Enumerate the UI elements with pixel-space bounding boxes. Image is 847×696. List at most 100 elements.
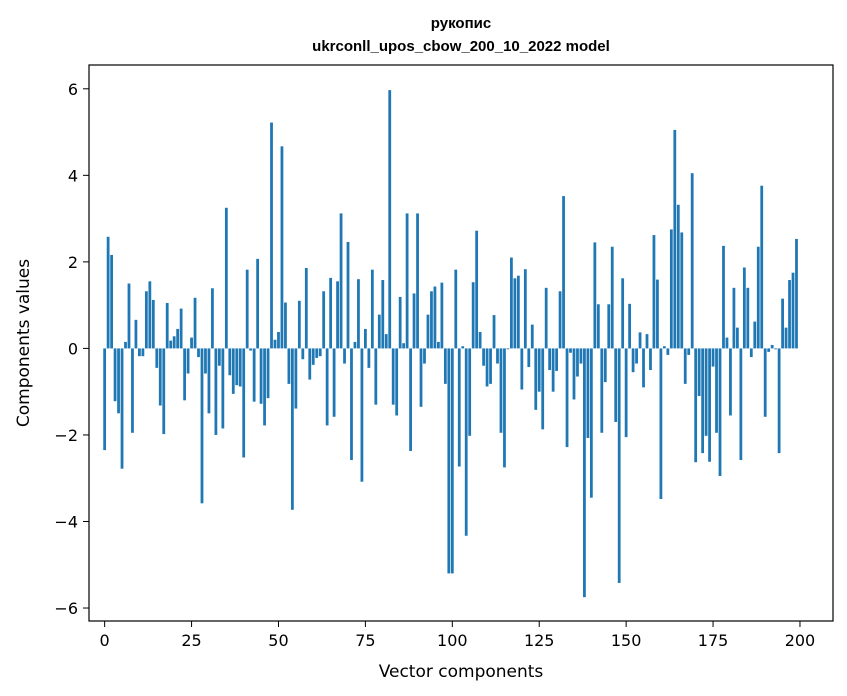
bar <box>412 293 416 349</box>
bar <box>367 348 371 368</box>
x-tick-label: 150 <box>611 631 642 650</box>
bar <box>221 348 225 429</box>
bar <box>673 129 677 349</box>
bar <box>736 327 739 349</box>
y-tick-label: 0 <box>68 339 78 358</box>
bar <box>242 348 246 458</box>
bar <box>141 348 145 357</box>
bar <box>649 348 652 371</box>
x-tick-label: 200 <box>785 631 816 650</box>
bar <box>548 348 552 371</box>
bar <box>183 348 186 401</box>
bar <box>294 348 298 409</box>
bar <box>788 280 791 349</box>
x-axis-label: Vector components <box>379 662 544 682</box>
bar <box>277 331 280 349</box>
bar <box>259 348 263 404</box>
bar <box>339 213 343 349</box>
bar <box>621 278 625 349</box>
bar <box>781 298 784 349</box>
bar <box>318 348 322 357</box>
bar <box>774 348 778 350</box>
bar <box>510 257 513 349</box>
bar <box>610 246 614 349</box>
bar <box>110 254 113 349</box>
bar <box>464 348 468 536</box>
bar <box>683 348 687 384</box>
y-tick-label: 2 <box>68 253 78 272</box>
bar <box>332 348 336 417</box>
bar <box>523 269 527 349</box>
bar <box>607 304 611 349</box>
bar <box>127 283 131 349</box>
bar <box>211 288 214 349</box>
bar <box>430 291 433 349</box>
bar <box>697 348 701 397</box>
bar <box>398 296 402 349</box>
bar <box>496 348 499 364</box>
bar <box>642 348 645 388</box>
bar <box>701 348 705 454</box>
bar <box>134 319 138 349</box>
bar <box>106 236 110 349</box>
bar <box>718 348 722 477</box>
bar <box>190 337 193 349</box>
bar <box>729 348 732 416</box>
bar <box>454 269 458 349</box>
bar <box>589 348 593 498</box>
bar <box>238 348 242 387</box>
bar <box>756 246 760 349</box>
bar <box>325 348 329 426</box>
bar <box>722 245 725 349</box>
bar <box>489 348 492 384</box>
bar <box>353 341 357 349</box>
bar <box>443 348 447 384</box>
bar <box>391 348 395 405</box>
chart-title: рукопис <box>431 15 491 32</box>
bar <box>708 348 711 462</box>
bar <box>742 267 746 349</box>
bar <box>235 348 239 386</box>
bar <box>197 348 200 358</box>
x-tick-label: 175 <box>698 631 729 650</box>
bar <box>624 348 628 438</box>
bar <box>596 304 600 349</box>
bar <box>739 348 743 461</box>
bar <box>478 331 482 349</box>
bar <box>273 339 277 349</box>
bar <box>423 348 426 364</box>
x-tick-label: 125 <box>524 631 555 650</box>
bar <box>172 336 176 349</box>
bar <box>308 348 312 380</box>
bar <box>207 348 211 414</box>
bar <box>652 235 656 349</box>
y-axis-label: Components values <box>14 259 34 427</box>
bar <box>266 348 270 399</box>
bar <box>155 348 159 368</box>
bar <box>617 348 621 583</box>
bar <box>419 348 423 407</box>
bar <box>329 277 333 349</box>
bars-group <box>103 90 798 598</box>
bar <box>763 348 767 417</box>
bar <box>669 229 673 349</box>
bar <box>770 344 774 349</box>
bar <box>346 241 350 349</box>
bar <box>600 348 604 433</box>
bar <box>252 348 256 402</box>
bar <box>513 278 517 349</box>
x-axis-ticks: 0 25 50 75 100 125 150 175 200 <box>100 621 816 650</box>
y-tick-label: 6 <box>68 80 78 99</box>
bar <box>384 334 388 349</box>
bar <box>426 314 430 349</box>
bar <box>113 348 117 402</box>
bar <box>395 348 399 416</box>
bar <box>217 348 221 366</box>
bar <box>148 281 152 349</box>
bar <box>249 348 253 351</box>
y-tick-label: −4 <box>54 512 78 531</box>
bar <box>530 324 534 349</box>
bar <box>482 348 485 366</box>
bar <box>603 348 607 383</box>
